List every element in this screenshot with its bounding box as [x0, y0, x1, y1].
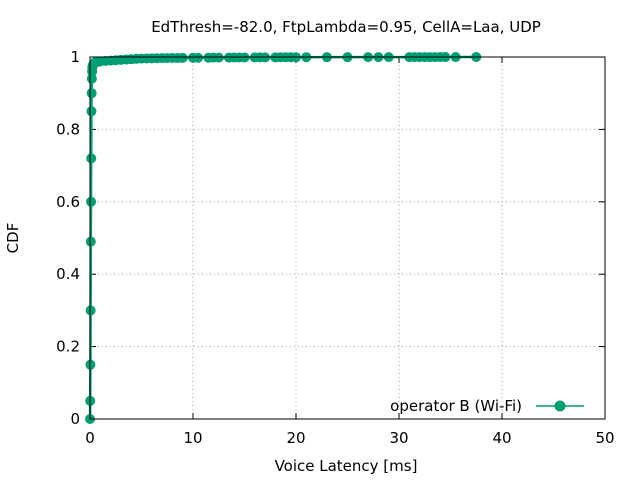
- x-tick-label: 40: [492, 429, 511, 447]
- y-tick-label: 0.4: [56, 265, 80, 283]
- axis-ticks: 0 10 20 30 40 50 0 0.2 0.4 0.6 0.8 1: [56, 48, 614, 447]
- plot-data: [85, 52, 482, 424]
- data-point: [213, 52, 224, 63]
- y-tick-label: 0.2: [56, 338, 80, 356]
- series-line: [88, 55, 477, 420]
- data-point: [85, 305, 96, 316]
- y-axis-label: CDF: [4, 223, 22, 254]
- chart-title: EdThresh=-82.0, FtpLambda=0.95, CellA=La…: [151, 18, 541, 36]
- data-point: [85, 236, 96, 247]
- plot-frame: [89, 56, 606, 420]
- y-tick-label: 1: [70, 48, 80, 66]
- x-axis-label: Voice Latency [ms]: [275, 457, 418, 475]
- x-tick-label: 50: [595, 429, 614, 447]
- legend-marker: [554, 400, 566, 412]
- data-point: [177, 52, 188, 63]
- x-tick-label: 30: [389, 429, 408, 447]
- legend-label: operator B (Wi-Fi): [390, 397, 522, 415]
- y-tick-label: 0.8: [56, 120, 80, 138]
- y-tick-label: 0.6: [56, 193, 80, 211]
- y-tick-label: 0: [70, 410, 80, 428]
- data-point: [193, 52, 204, 63]
- grid: [90, 57, 605, 419]
- data-point: [86, 88, 97, 99]
- data-point: [86, 153, 97, 164]
- x-tick-label: 20: [286, 429, 305, 447]
- x-tick-label: 0: [85, 429, 95, 447]
- data-point: [86, 73, 97, 84]
- data-point: [86, 106, 97, 117]
- x-tick-label: 10: [183, 429, 202, 447]
- legend: operator B (Wi-Fi): [390, 397, 584, 415]
- data-point: [86, 196, 97, 207]
